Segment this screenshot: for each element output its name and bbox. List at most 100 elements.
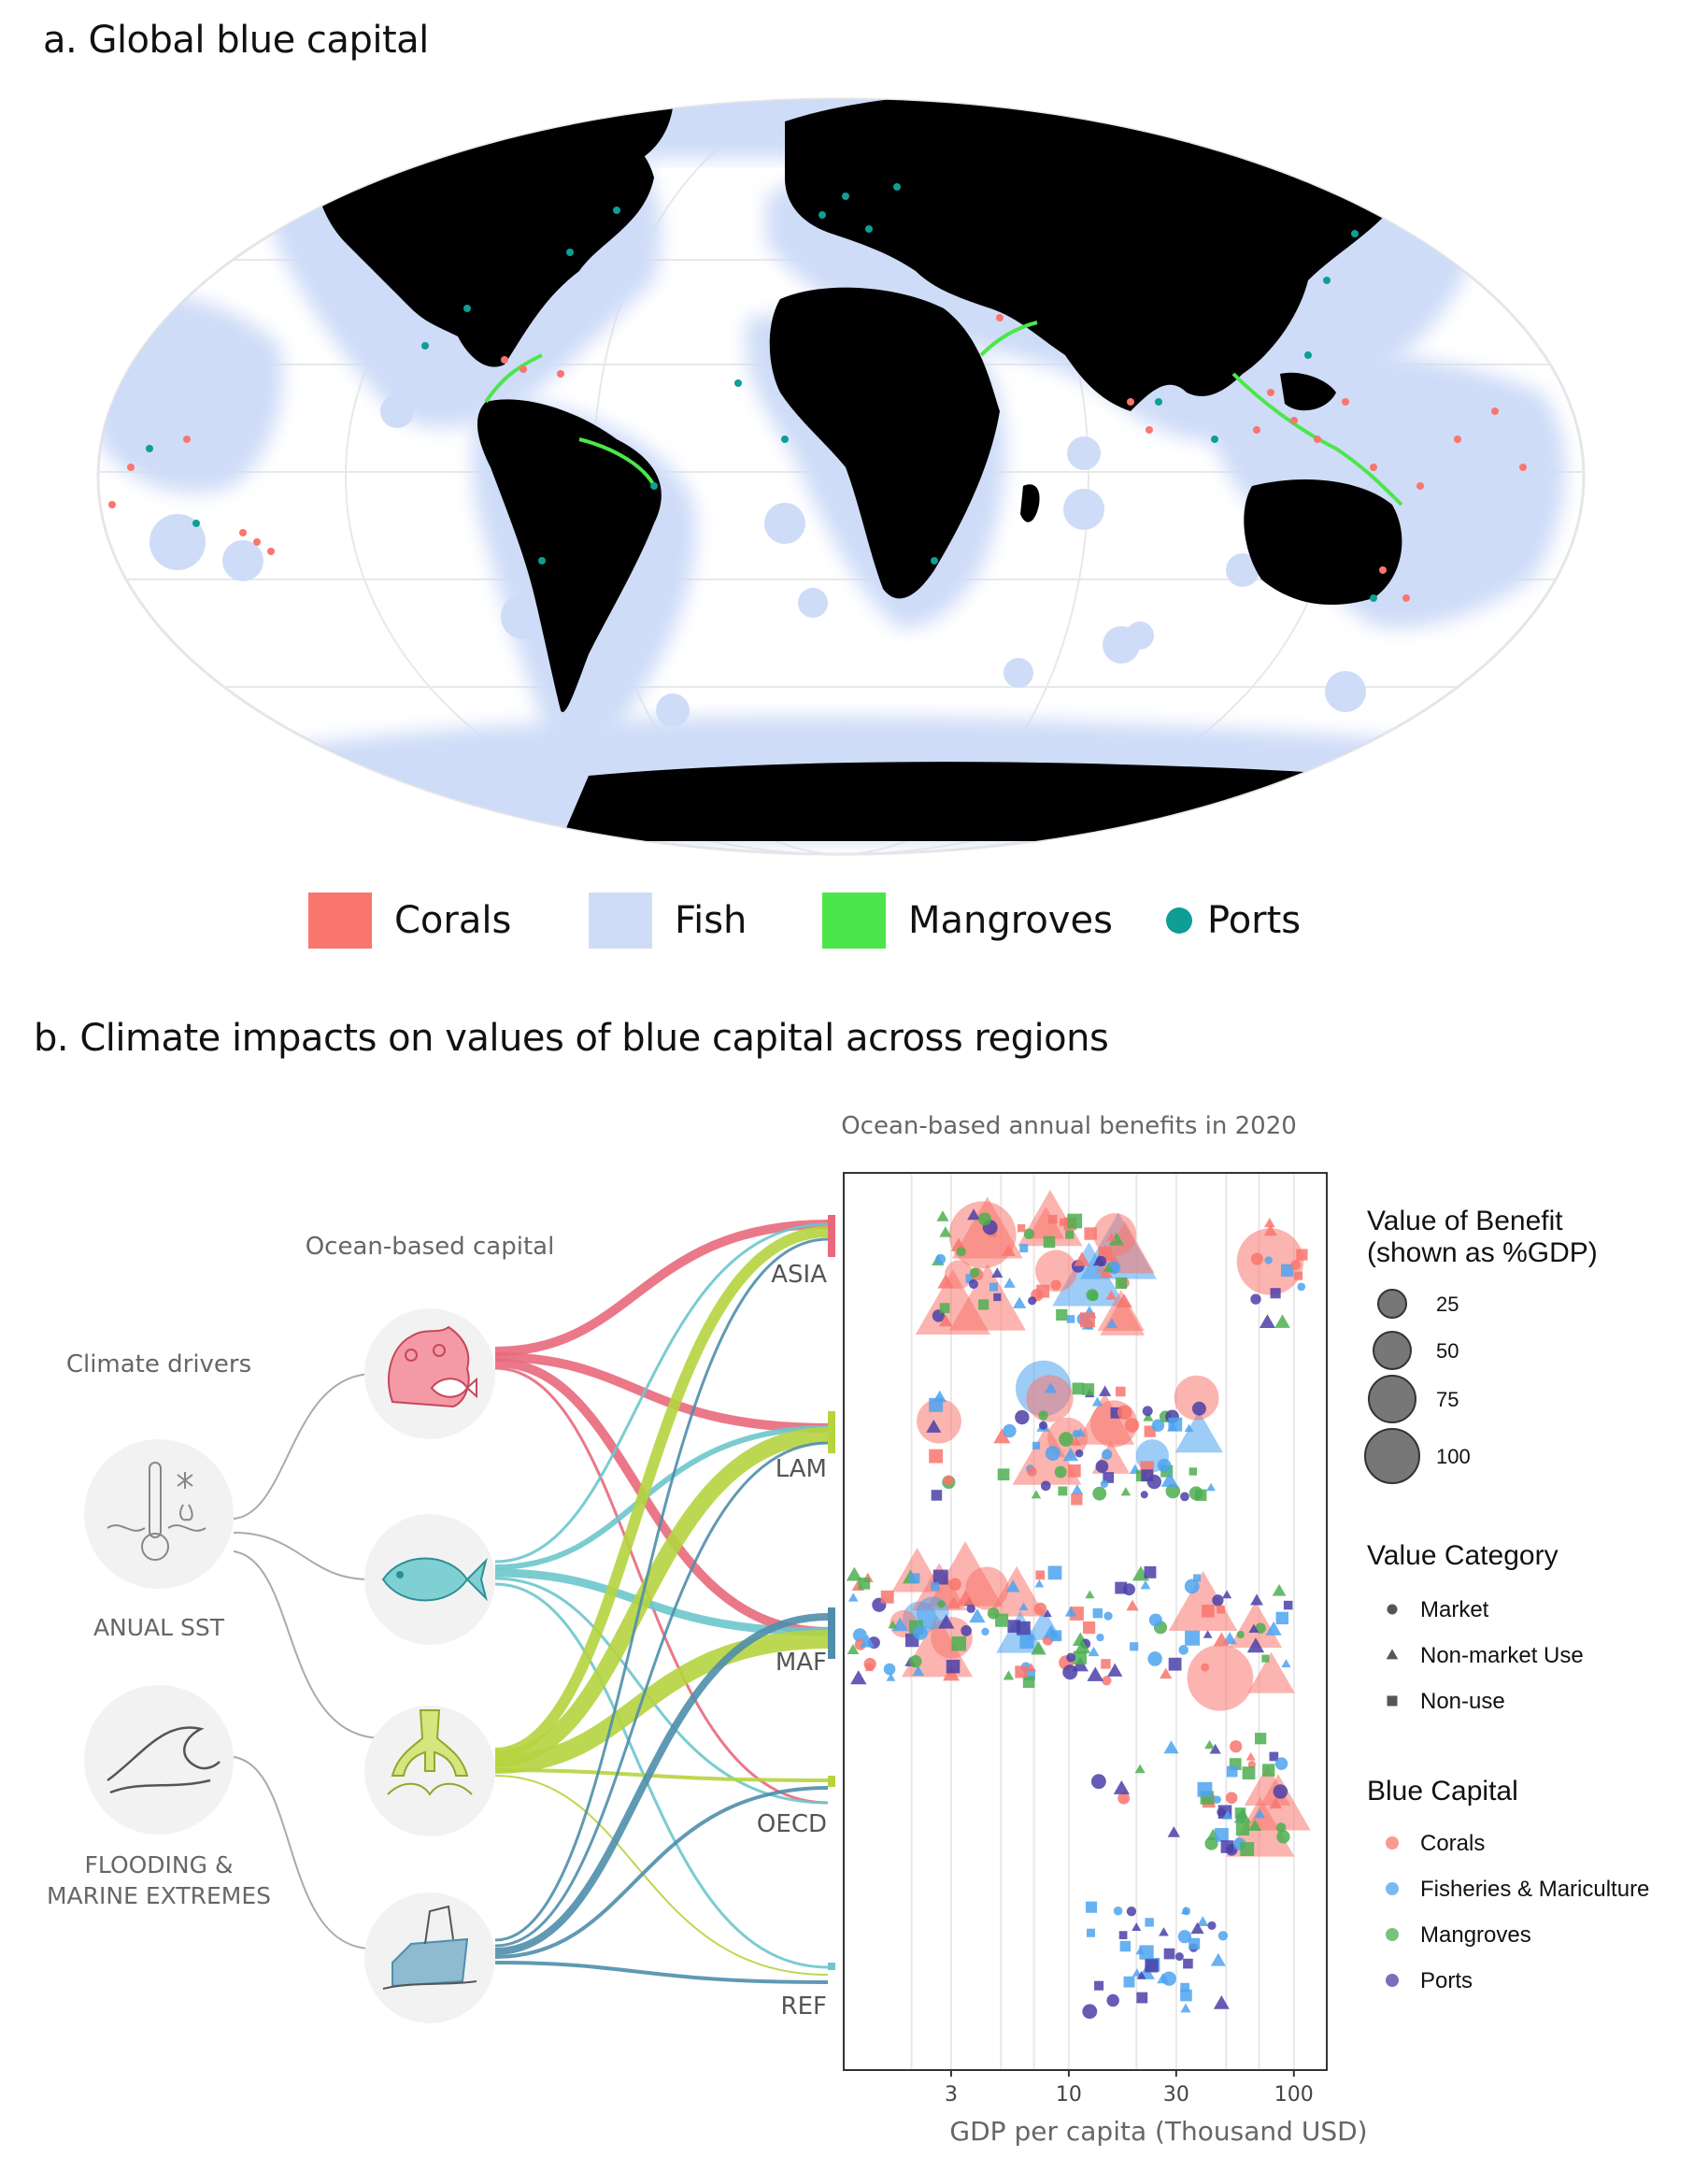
- data-point: [1117, 1792, 1131, 1805]
- region-label-ref: REF: [781, 1992, 827, 2021]
- data-point: [1248, 1819, 1262, 1832]
- flow-corals-lam: [494, 1352, 829, 1433]
- data-point: [937, 1600, 946, 1608]
- data-point: [997, 1468, 1010, 1481]
- data-point: [1183, 1958, 1193, 1969]
- data-point: [1126, 1907, 1137, 1917]
- data-point: [1038, 1410, 1048, 1421]
- color-legend-swatch: [1386, 1928, 1399, 1941]
- data-point: [1066, 1652, 1075, 1663]
- data-point: [1140, 1491, 1148, 1499]
- data-point: [1036, 1284, 1050, 1298]
- data-point: [1250, 1252, 1263, 1265]
- data-point: [938, 1314, 953, 1327]
- data-point: [1080, 1312, 1095, 1328]
- data-point: [1062, 1664, 1078, 1680]
- data-point: [1191, 1401, 1206, 1416]
- data-point: [1204, 1739, 1216, 1750]
- region-label-asia: ASIA: [771, 1261, 827, 1289]
- capital-node-mangroves: [364, 1706, 495, 1836]
- data-point: [888, 1620, 898, 1629]
- data-point: [969, 1608, 986, 1623]
- data-point: [1071, 1493, 1083, 1506]
- data-point: [1206, 1482, 1216, 1492]
- data-point: [932, 1569, 948, 1585]
- data-point: [1265, 1621, 1282, 1635]
- data-point: [1065, 1230, 1075, 1239]
- data-point: [1141, 1469, 1154, 1482]
- panel-a-title: a. Global blue capital: [43, 19, 429, 62]
- data-point: [1058, 1486, 1068, 1496]
- data-point: [977, 1212, 991, 1226]
- data-point: [1273, 1784, 1288, 1799]
- data-point: [965, 1274, 975, 1283]
- data-point: [1075, 1449, 1084, 1458]
- data-point: [1067, 1464, 1081, 1478]
- region-label-maf: MAF: [776, 1649, 827, 1677]
- capital-node-corals: [364, 1308, 495, 1439]
- data-point: [1168, 1417, 1183, 1432]
- size-legend-label: 75: [1436, 1388, 1459, 1411]
- data-point: [1210, 1952, 1226, 1966]
- data-point: [1103, 1263, 1114, 1272]
- data-point: [1197, 1781, 1213, 1797]
- data-point: [1048, 1214, 1058, 1224]
- data-point: [1054, 1465, 1067, 1478]
- data-point: [1032, 1441, 1041, 1450]
- data-point: [1106, 1232, 1117, 1241]
- data-point: [1213, 1994, 1230, 2009]
- data-point: [930, 1582, 940, 1592]
- data-point: [1072, 1382, 1085, 1395]
- color-legend-label: Ports: [1420, 1968, 1473, 1993]
- x-axis-ticks: 3 10 30 100: [945, 2070, 1314, 2107]
- data-point: [1139, 1945, 1154, 1960]
- data-point: [1185, 1630, 1201, 1646]
- data-point: [1180, 1989, 1192, 2002]
- data-point: [1248, 1623, 1260, 1634]
- data-point: [926, 1419, 942, 1433]
- size-legend-swatch: [1373, 1331, 1412, 1370]
- data-point: [1209, 1743, 1221, 1754]
- data-point: [1120, 1487, 1132, 1496]
- x-axis-label: GDP per capita (Thousand USD): [949, 2116, 1367, 2147]
- region-label-lam: LAM: [776, 1455, 827, 1483]
- data-point: [852, 1628, 867, 1643]
- data-point: [1040, 1480, 1051, 1492]
- map-mangrove-layer: [484, 321, 1403, 507]
- data-point: [1067, 1213, 1083, 1229]
- data-point: [1180, 1492, 1189, 1502]
- data-point: [1261, 1764, 1275, 1777]
- size-legend-swatch: [1368, 1375, 1416, 1423]
- data-point: [858, 1578, 871, 1590]
- color-legend-swatch: [1386, 1882, 1399, 1895]
- data-point: [1085, 1590, 1095, 1599]
- data-point: [1254, 1733, 1267, 1745]
- capital-title: Ocean-based capital: [306, 1233, 555, 1261]
- data-point: [1140, 1579, 1151, 1590]
- color-legend-label: Corals: [1420, 1831, 1485, 1856]
- data-point: [1083, 1621, 1096, 1635]
- size-legend-swatch: [1377, 1289, 1407, 1319]
- data-point: [1028, 1296, 1037, 1306]
- data-point: [943, 1665, 961, 1681]
- data-point: [850, 1670, 867, 1685]
- data-point: [931, 1490, 943, 1501]
- shape-legend-label: Non-use: [1420, 1689, 1505, 1714]
- x-tick-label: 10: [1056, 2083, 1082, 2107]
- data-point: [1280, 1264, 1294, 1277]
- data-point: [1116, 1386, 1126, 1397]
- port-icon: [382, 1905, 477, 1990]
- data-point: [1130, 1642, 1139, 1651]
- data-point: [1274, 1314, 1290, 1328]
- panel-b-title: b. Climate impacts on values of blue cap…: [34, 1017, 1109, 1060]
- data-point: [1157, 1973, 1170, 1984]
- data-point: [1062, 1447, 1079, 1462]
- data-point: [1086, 1289, 1099, 1302]
- data-point: [1264, 1217, 1275, 1228]
- data-point: [1097, 1290, 1145, 1331]
- data-point: [1259, 1314, 1275, 1328]
- data-point: [1110, 1407, 1122, 1419]
- data-point: [1003, 1423, 1017, 1438]
- data-point: [1217, 1931, 1229, 1941]
- data-point: [1145, 1959, 1159, 1973]
